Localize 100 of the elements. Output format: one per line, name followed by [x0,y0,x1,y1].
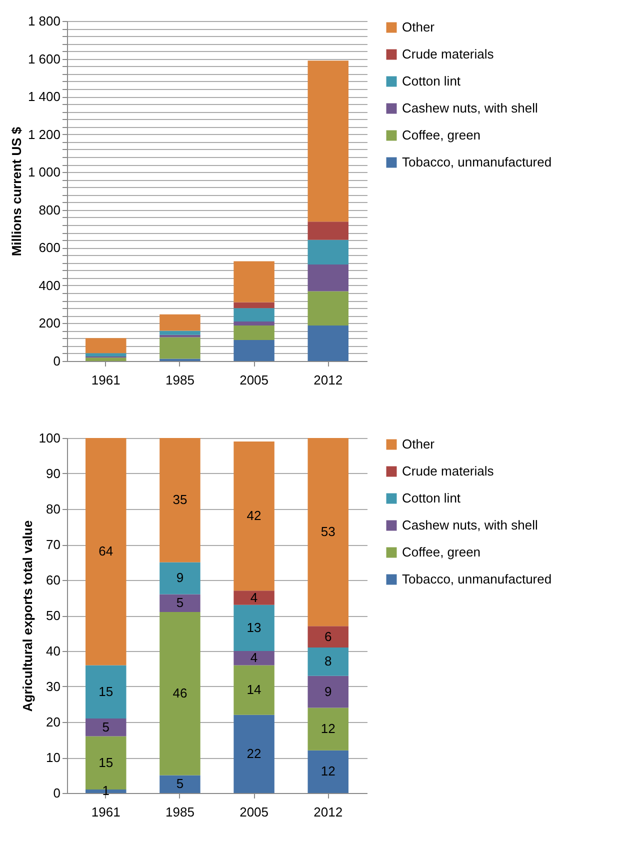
data-label: 12 [320,764,336,779]
data-label: 14 [246,682,262,698]
bar [308,750,348,793]
x-tick-label: 2005 [240,804,268,820]
y-tick-label: 50 [46,608,60,623]
bar [308,291,348,326]
x-tick-label: 2005 [240,372,268,388]
y-tick-label: 400 [38,278,60,293]
legend-label: Coffee, green [402,544,481,560]
bar [234,308,274,322]
bar [160,438,200,562]
bar [86,718,126,736]
data-label: 9 [176,570,184,586]
bar [234,665,274,715]
bar [234,590,274,605]
bar [86,353,126,356]
data-label: 5 [102,719,110,734]
x-tick-label: 1961 [91,804,120,820]
data-label: 22 [246,746,262,761]
x-tick-label: 1985 [166,372,194,388]
legend-label: Other [402,20,436,34]
x-tick-label: 1985 [166,804,194,820]
y-tick-label: 90 [46,466,60,481]
bar [234,322,274,326]
y-tick-label: 0 [53,786,60,800]
y-tick-label: 200 [38,316,60,331]
bar [86,338,126,354]
y-tick-label: 800 [38,202,60,218]
bar [86,438,126,666]
bar [308,264,348,292]
bar [234,340,274,361]
bar [160,562,200,594]
bar [308,222,348,240]
data-label: 4 [250,650,258,666]
y-tick-label: 20 [46,714,60,730]
y-tick-label: 1 000 [28,164,60,180]
bar [160,594,200,612]
bar [234,302,274,308]
data-label: 8 [324,654,332,669]
y-axis-title: Agricultural exports total value [20,520,35,712]
data-label: 15 [98,754,114,770]
y-tick-label: 1 600 [28,51,60,66]
y-tick-label: 100 [38,430,60,446]
y-tick-label: 30 [46,679,60,694]
legend-label: Cashew nuts, with shell [402,100,538,116]
bar [308,708,348,750]
y-tick-label: 0 [53,354,60,368]
legend-label: Tobacco, unmanufactured [402,154,552,170]
bar [160,775,200,793]
bar [234,261,274,302]
bar [234,714,274,793]
data-label: 12 [320,721,336,736]
data-label: 64 [98,544,114,559]
data-label: 4 [250,590,258,605]
legend-label: Other [402,436,436,452]
x-tick-label: 2012 [314,372,343,388]
bar [234,651,274,666]
data-label: 5 [176,595,184,610]
legend-label: Crude materials [402,464,494,478]
y-axis-title: Millions current US $ [8,126,24,256]
legend-label: Coffee, green [402,128,481,142]
legend-label: Cashew nuts, with shell [402,518,538,532]
data-label: 35 [172,492,188,508]
y-tick-label: 1 400 [28,89,60,104]
data-label: 53 [320,524,336,540]
y-tick-label: 1 200 [28,126,60,142]
bar [308,676,348,708]
data-label: 42 [246,508,262,524]
bar [160,612,200,776]
legend-label: Crude materials [402,46,494,62]
legend-label: Cotton lint [402,490,461,506]
bar [234,442,274,591]
data-label: 9 [324,684,332,699]
bar [234,604,274,651]
x-tick-label: 2012 [314,804,343,820]
bar [86,665,126,718]
legend-label: Cotton lint [402,74,461,88]
bar [308,626,348,648]
bar [308,60,348,222]
bar [308,647,348,676]
bar [160,314,200,331]
y-tick-label: 10 [46,750,60,765]
y-tick-label: 40 [46,644,60,658]
bar [308,325,348,361]
data-label: 6 [324,628,332,644]
y-tick-label: 600 [38,240,60,256]
bar [308,240,348,264]
y-tick-label: 1 800 [28,14,60,28]
bar [86,358,126,361]
data-label: 46 [172,686,188,701]
data-label: 5 [176,776,184,792]
bar [308,438,348,626]
y-tick-label: 80 [46,502,60,516]
y-tick-label: 70 [46,537,60,552]
x-tick-label: 1961 [91,372,120,388]
bar [234,325,274,340]
bar [160,337,200,359]
y-tick-label: 60 [46,572,60,588]
legend-label: Tobacco, unmanufactured [402,572,552,586]
data-label: 15 [98,684,114,699]
